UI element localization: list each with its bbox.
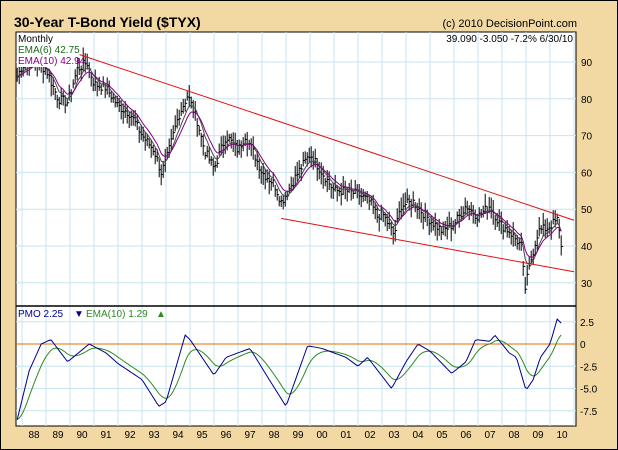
chart-title: 30-Year T-Bond Yield ($TYX)	[14, 14, 201, 30]
pmo-legend: PMO 2.25	[18, 309, 63, 320]
x-axis-tick: 06	[460, 430, 472, 441]
x-axis-tick: 92	[124, 430, 136, 441]
x-axis-tick: 91	[100, 430, 112, 441]
price-axis-tick: 60	[581, 168, 593, 179]
quote-readout: 39.090 -3.050 -7.2% 6/30/10	[446, 34, 573, 45]
pmo-axis-tick: -7.5	[580, 407, 598, 418]
pmo-ema-legend: EMA(10) 1.29	[86, 309, 148, 320]
pmo-signal-line	[16, 334, 562, 421]
ema10-legend: EMA(10) 42.94	[18, 56, 86, 67]
pmo-line	[16, 318, 562, 420]
x-axis-tick: 00	[316, 430, 328, 441]
price-axis-tick: 50	[581, 205, 593, 216]
x-axis-tick: 09	[532, 430, 544, 441]
up-arrow-icon: ▲	[156, 309, 166, 320]
x-axis-tick: 89	[52, 430, 64, 441]
x-axis-tick: 93	[148, 430, 160, 441]
x-axis-tick: 90	[76, 430, 88, 441]
pmo-axis-tick: 0	[580, 340, 586, 351]
x-axis-tick: 04	[412, 430, 424, 441]
pmo-axis-tick: -2.5	[580, 362, 598, 373]
x-axis-tick: 02	[364, 430, 376, 441]
down-arrow-icon: ▼	[74, 309, 84, 320]
ema6-line	[16, 63, 562, 265]
ema10-line	[16, 64, 562, 258]
x-axis-tick: 96	[220, 430, 232, 441]
legend-bg	[17, 33, 77, 67]
price-axis-tick: 70	[581, 132, 593, 143]
x-axis-tick: 98	[268, 430, 280, 441]
ema6-legend: EMA(6) 42.75	[18, 45, 80, 56]
price-axis-tick: 40	[581, 242, 593, 253]
x-axis-tick: 05	[436, 430, 448, 441]
x-axis-tick: 97	[244, 430, 256, 441]
plot-area	[15, 31, 577, 427]
x-axis-tick: 07	[484, 430, 496, 441]
pmo-axis-tick: 2.5	[580, 318, 594, 329]
x-axis-tick: 03	[388, 430, 400, 441]
x-axis-tick: 94	[172, 430, 184, 441]
x-axis-tick: 01	[340, 430, 352, 441]
price-axis-tick: 90	[581, 58, 593, 69]
x-axis-tick: 10	[556, 430, 568, 441]
x-axis-tick: 95	[196, 430, 208, 441]
price-axis-tick: 30	[581, 279, 593, 290]
period-label: Monthly	[18, 34, 53, 45]
x-axis-tick: 99	[292, 430, 304, 441]
x-axis-tick: 88	[28, 430, 40, 441]
trendline	[281, 217, 575, 273]
trendline	[79, 54, 575, 221]
pmo-axis-tick: -5.0	[580, 385, 598, 396]
copyright: (c) 2010 DecisionPoint.com	[442, 18, 577, 30]
price-axis-tick: 80	[581, 95, 593, 106]
x-axis-tick: 08	[508, 430, 520, 441]
